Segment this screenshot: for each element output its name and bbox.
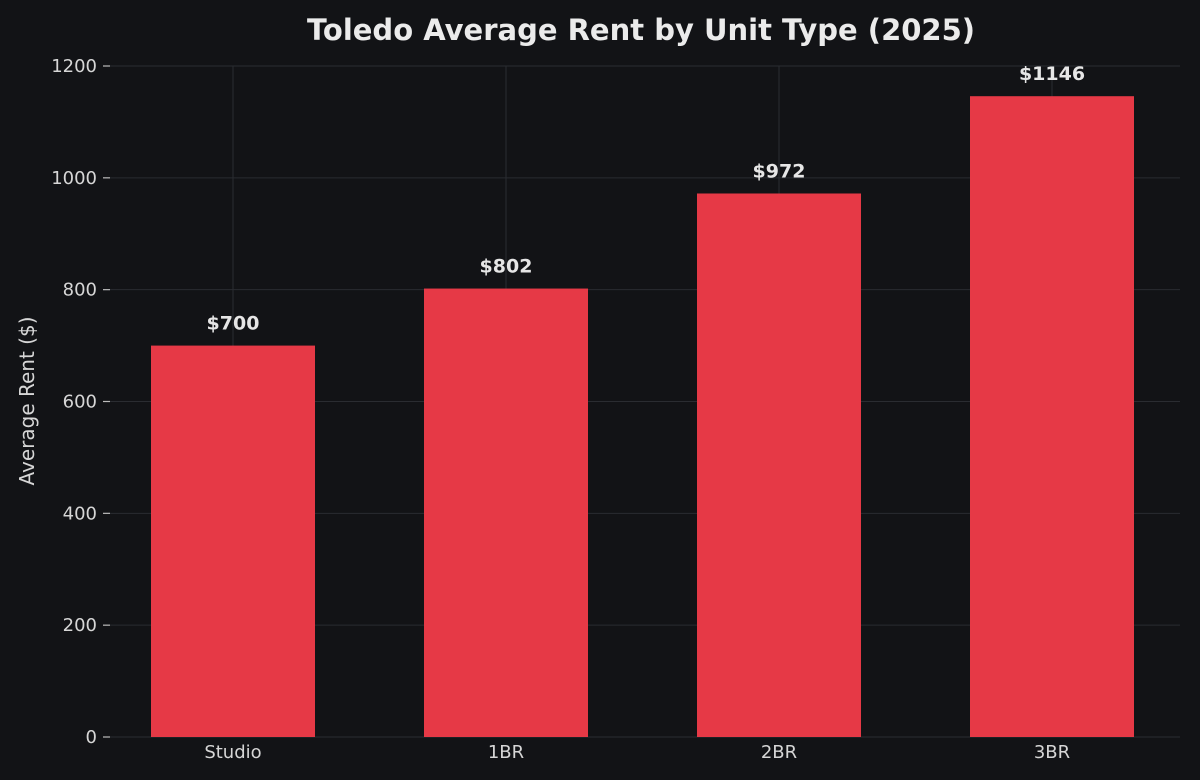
x-tick-label: 2BR bbox=[761, 742, 797, 763]
data-labels: $700 $802 $972 $1146 bbox=[207, 63, 1086, 334]
data-label: $802 bbox=[480, 256, 533, 278]
x-axis-ticks: Studio 1BR 2BR 3BR bbox=[204, 742, 1070, 763]
y-tick-label: 400 bbox=[63, 503, 97, 524]
y-tick-label: 600 bbox=[63, 392, 97, 413]
y-tick-label: 1200 bbox=[51, 56, 97, 77]
bar-3br bbox=[970, 96, 1134, 737]
x-tick-label: Studio bbox=[204, 742, 261, 763]
y-tick-label: 1000 bbox=[51, 168, 97, 189]
y-tick-label: 0 bbox=[86, 727, 97, 748]
y-axis-ticks: 0 200 400 600 800 1000 1200 bbox=[51, 56, 110, 748]
data-label: $972 bbox=[753, 160, 806, 182]
data-label: $1146 bbox=[1019, 63, 1085, 85]
bar-1br bbox=[424, 288, 588, 737]
bars bbox=[151, 96, 1134, 738]
y-tick-label: 200 bbox=[63, 615, 97, 636]
bar-studio bbox=[151, 345, 315, 737]
y-axis-label: Average Rent ($) bbox=[15, 317, 39, 486]
chart-title: Toledo Average Rent by Unit Type (2025) bbox=[307, 13, 975, 47]
x-tick-label: 1BR bbox=[488, 742, 524, 763]
x-tick-label: 3BR bbox=[1034, 742, 1070, 763]
data-label: $700 bbox=[207, 313, 260, 335]
y-tick-label: 800 bbox=[63, 280, 97, 301]
bar-2br bbox=[697, 193, 861, 738]
